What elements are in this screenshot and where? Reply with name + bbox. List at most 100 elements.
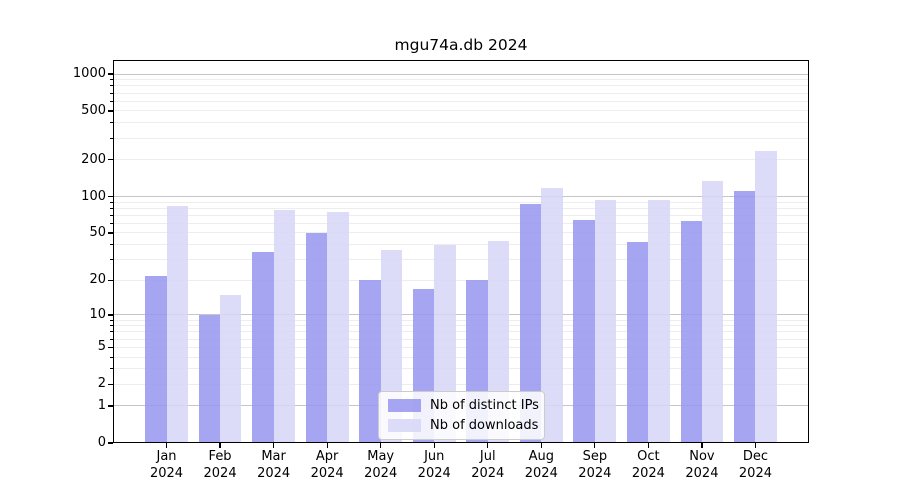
y-tick — [108, 314, 113, 316]
x-tick-label: Jun 2024 — [402, 449, 466, 482]
y-minor-tick — [110, 222, 113, 224]
x-tick-label: May 2024 — [349, 449, 413, 482]
x-tick — [701, 443, 703, 448]
gridline-minor — [113, 222, 809, 224]
gridline-minor — [113, 356, 809, 358]
x-tick-year: 2024 — [257, 465, 291, 481]
y-tick-label: 200 — [81, 151, 106, 167]
y-tick — [108, 442, 113, 444]
y-minor-tick — [110, 259, 113, 261]
gridline-minor — [113, 85, 809, 87]
bar-distinct-ips-mar — [252, 251, 274, 443]
gridline-minor — [113, 79, 809, 81]
legend: Nb of distinct IPs Nb of downloads — [378, 391, 545, 440]
bar-downloads-apr — [327, 211, 349, 443]
y-tick-label: 0 — [97, 435, 106, 450]
x-tick-month: Dec — [742, 449, 769, 464]
legend-label-downloads: Nb of downloads — [430, 418, 539, 433]
x-tick — [754, 443, 757, 448]
y-tick — [108, 405, 113, 407]
y-minor-tick — [110, 368, 113, 370]
y-minor-tick — [110, 319, 113, 321]
y-minor-tick — [110, 100, 113, 102]
y-minor-tick — [110, 92, 113, 94]
y-minor-tick — [110, 122, 113, 124]
gridline-minor — [113, 110, 809, 112]
x-tick-label: Jul 2024 — [456, 449, 520, 482]
x-tick-year: 2024 — [685, 465, 719, 481]
bar-downloads-feb — [220, 294, 242, 443]
bar-distinct-ips-may — [359, 280, 381, 443]
y-minor-tick — [110, 325, 113, 327]
y-tick — [108, 232, 113, 234]
y-minor-tick — [110, 244, 113, 246]
y-tick-label: 500 — [81, 102, 106, 118]
y-minor-tick — [110, 137, 113, 139]
chart-title: mgu74a.db 2024 — [394, 36, 528, 54]
bar-downloads-mar — [273, 210, 296, 443]
x-tick-month: Jan — [156, 449, 177, 464]
y-minor-tick — [110, 356, 113, 358]
x-tick — [326, 443, 328, 448]
y-tick — [108, 73, 113, 75]
x-tick-month: May — [367, 449, 395, 464]
x-tick-label: Feb 2024 — [188, 449, 252, 482]
x-tick-month: Aug — [528, 449, 554, 464]
y-minor-tick — [110, 79, 113, 81]
x-tick-year: 2024 — [738, 465, 772, 481]
gridline-minor — [113, 214, 809, 216]
y-tick-label: 1000 — [72, 66, 106, 81]
x-tick-year: 2024 — [631, 465, 665, 481]
legend-label-distinct-ips: Nb of distinct IPs — [430, 398, 539, 413]
x-tick-label: Jan 2024 — [135, 449, 199, 482]
y-minor-tick — [110, 85, 113, 87]
gridline-minor — [113, 201, 809, 203]
gridline-major — [113, 314, 809, 316]
gridline-minor — [113, 244, 809, 246]
plot-area — [113, 60, 809, 443]
legend-swatch-downloads — [388, 419, 421, 432]
y-minor-tick — [110, 331, 113, 333]
x-tick-label: Nov 2024 — [670, 449, 734, 482]
y-tick-label: 10 — [89, 306, 106, 322]
x-tick — [165, 443, 168, 448]
x-tick — [272, 443, 275, 448]
x-tick-year: 2024 — [203, 465, 237, 481]
legend-item-distinct-ips: Nb of distinct IPs — [388, 398, 539, 413]
x-tick — [219, 443, 221, 448]
x-tick — [380, 443, 382, 448]
gridline-minor — [113, 346, 809, 348]
gridline-minor — [113, 92, 809, 94]
y-tick-label: 1 — [97, 397, 106, 413]
y-tick — [108, 195, 113, 198]
gridline-minor — [113, 325, 809, 327]
x-tick — [594, 443, 596, 448]
x-tick-month: Oct — [637, 449, 660, 464]
y-tick-label: 100 — [81, 188, 106, 204]
x-tick — [487, 443, 489, 448]
x-tick-year: 2024 — [471, 465, 505, 481]
y-tick-label: 2 — [97, 376, 106, 392]
gridline-minor — [113, 331, 809, 333]
bar-distinct-ips-dec — [734, 190, 756, 443]
gridline-minor — [113, 279, 809, 281]
bar-distinct-ips-oct — [626, 242, 649, 443]
y-tick-label: 5 — [97, 339, 106, 355]
bar-distinct-ips-apr — [305, 233, 328, 443]
x-tick-month: Nov — [689, 449, 715, 464]
gridline-minor — [113, 259, 809, 261]
gridline-minor — [113, 137, 809, 139]
y-tick — [108, 279, 113, 282]
x-tick-month: Feb — [208, 449, 232, 464]
bar-distinct-ips-sep — [573, 220, 595, 443]
bar-downloads-oct — [648, 200, 670, 443]
x-tick-month: Sep — [582, 449, 608, 464]
bar-downloads-jan — [166, 206, 188, 443]
gridline-minor — [113, 368, 809, 370]
x-tick — [433, 443, 435, 448]
bar-downloads-dec — [755, 151, 777, 443]
x-tick-month: Jun — [424, 449, 445, 464]
bar-downloads-nov — [701, 181, 724, 443]
gridline-minor — [113, 100, 809, 102]
x-tick-label: Dec 2024 — [723, 449, 787, 482]
